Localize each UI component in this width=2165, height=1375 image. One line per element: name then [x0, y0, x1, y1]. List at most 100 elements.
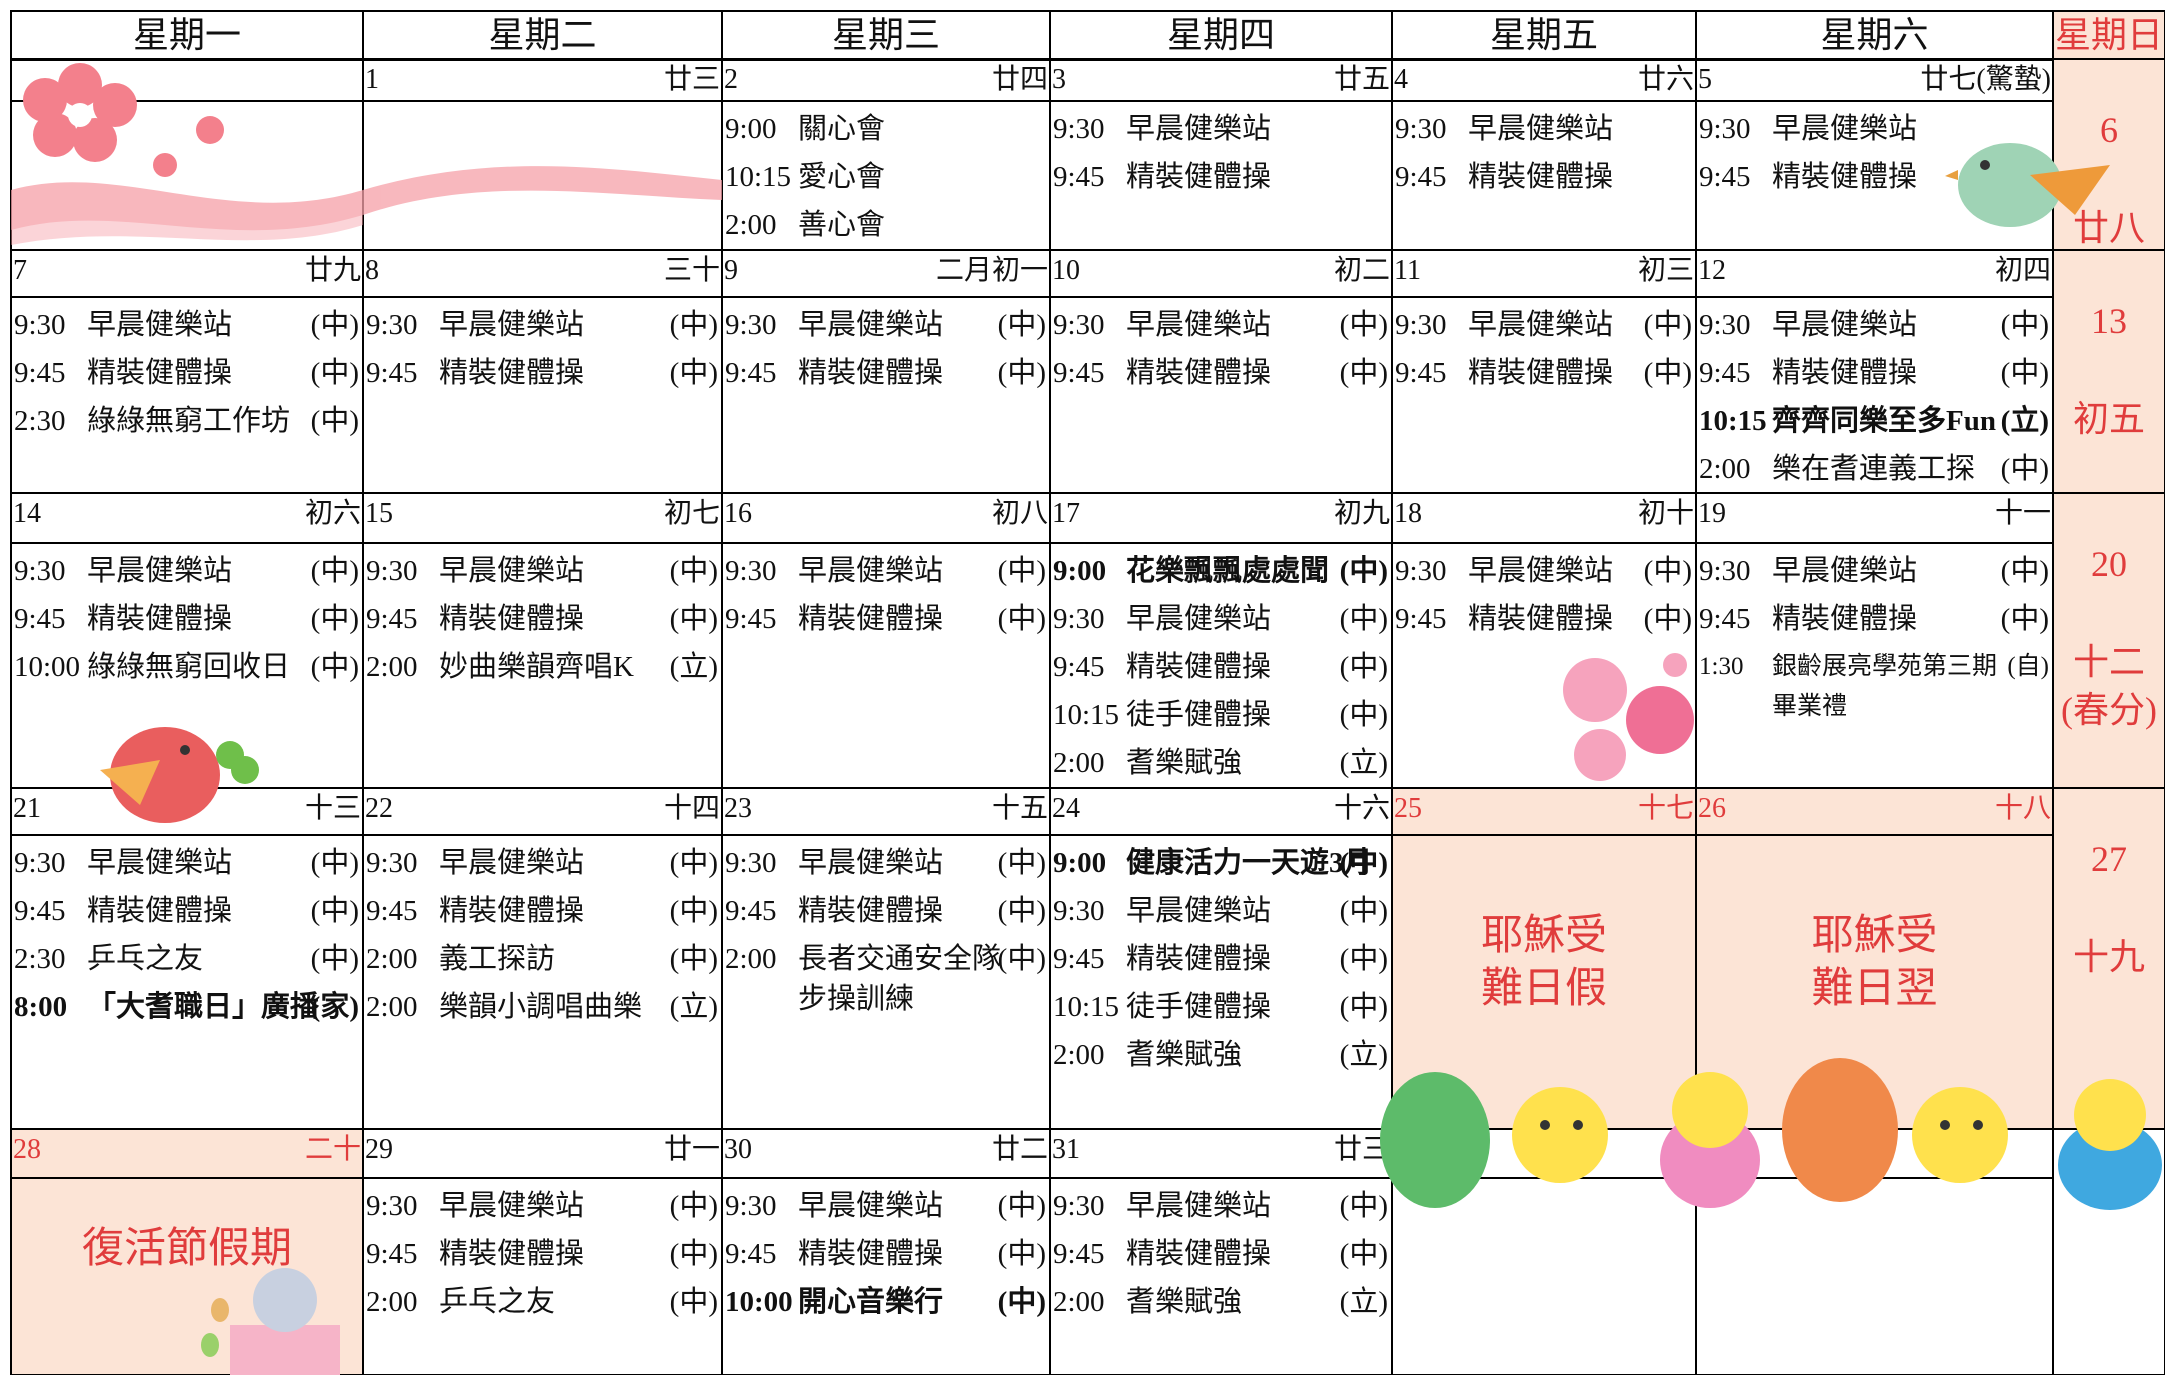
lunar: 廿三 — [1333, 1134, 1390, 1165]
event-name: 愛心會 — [798, 161, 886, 193]
date: 17 — [1052, 498, 1080, 529]
event-name: 精裝健體操 — [1468, 603, 1614, 635]
event-tag: (中) — [997, 1238, 1046, 1270]
event-tag: (中) — [669, 1286, 718, 1318]
event-tag: (中) — [310, 847, 359, 879]
sunday-term: (春分) — [2061, 690, 2157, 730]
lunar: 十四 — [663, 793, 720, 824]
date: 12 — [1698, 255, 1726, 286]
event-name: 精裝健體操 — [798, 1238, 944, 1270]
event-name: 早晨健樂站 — [1468, 309, 1614, 341]
date: 23 — [724, 793, 752, 824]
event-area — [1391, 1177, 1697, 1375]
date-row — [1695, 787, 2054, 836]
event-time: 9:45 — [14, 895, 66, 927]
event-tag: (立) — [2000, 405, 2049, 437]
lunar: 十五 — [991, 793, 1048, 824]
event-area — [10, 1177, 364, 1375]
event-name: 精裝健體操 — [87, 895, 233, 927]
event-tag: (中) — [997, 309, 1046, 341]
lunar: 十六 — [1333, 793, 1390, 824]
event-name: 樂在耆連義工探 — [1772, 453, 1976, 485]
date: 1 — [365, 64, 379, 95]
event-area — [10, 100, 364, 251]
date-row — [1391, 787, 1697, 836]
event-name: 精裝健體操 — [1126, 651, 1272, 683]
event-name: 精裝健體操 — [1126, 1238, 1272, 1270]
event-tag: (中) — [997, 1190, 1046, 1222]
sunday-lunar: 初五 — [2072, 399, 2145, 439]
date-row — [1391, 1128, 1697, 1179]
event-time: 10:00 — [14, 651, 81, 683]
event-time: 9:30 — [14, 309, 66, 341]
lunar: 廿六 — [1637, 64, 1694, 95]
event-time: 9:30 — [1395, 555, 1447, 587]
event-tag: (中) — [997, 1286, 1046, 1318]
date: 10 — [1052, 255, 1080, 286]
event-tag: (中) — [1339, 651, 1388, 683]
lunar: 廿五 — [1333, 64, 1390, 95]
event-time: 2:00 — [725, 209, 777, 241]
event-name: 精裝健體操 — [87, 603, 233, 635]
event-time: 10:15 — [725, 161, 792, 193]
event-tag: (中) — [310, 895, 359, 927]
event-tag: (中) — [1643, 357, 1692, 389]
event-name: 善心會 — [798, 209, 886, 241]
event-tag: (中) — [2000, 309, 2049, 341]
event-tag: (中) — [669, 357, 718, 389]
event-time: 9:30 — [366, 555, 418, 587]
event-tag: (中) — [1339, 309, 1388, 341]
event-time: 9:45 — [366, 357, 418, 389]
event-name: 精裝健體操 — [1126, 357, 1272, 389]
event-tag: (中) — [669, 1238, 718, 1270]
event-tag: (中) — [1339, 895, 1388, 927]
event-time: 10:15 — [1053, 991, 1120, 1023]
event-name: 早晨健樂站 — [1468, 555, 1614, 587]
event-tag: (中) — [997, 603, 1046, 635]
event-time: 9:45 — [1699, 161, 1751, 193]
event-tag: (中) — [2000, 603, 2049, 635]
event-name: 精裝健體操 — [1772, 603, 1918, 635]
event-tag: (中) — [310, 357, 359, 389]
event-tag: (中) — [310, 603, 359, 635]
event-name: 精裝健體操 — [439, 603, 585, 635]
event-time: 9:45 — [1053, 161, 1105, 193]
event-name: 精裝健體操 — [1772, 161, 1918, 193]
event-tag: (中) — [1339, 357, 1388, 389]
event-name: 早晨健樂站 — [798, 555, 944, 587]
event-name: 健康活力一天遊3月 — [1126, 847, 1373, 879]
event-time: 2:00 — [366, 943, 418, 975]
event-tag: (中) — [669, 895, 718, 927]
event-time: 9:45 — [366, 1238, 418, 1270]
event-time: 9:45 — [725, 357, 777, 389]
event-time: 9:30 — [1053, 603, 1105, 635]
event-note: 步操訓練 — [798, 983, 915, 1015]
event-tag: (中) — [2000, 555, 2049, 587]
event-name: 精裝健體操 — [1772, 357, 1918, 389]
event-time: 9:30 — [725, 309, 777, 341]
event-time: 9:45 — [14, 603, 66, 635]
event-time: 9:45 — [1395, 357, 1447, 389]
sunday-lunar: 十二 — [2072, 642, 2145, 682]
event-time: 9:30 — [366, 1190, 418, 1222]
day-header: 星期五 — [1391, 10, 1697, 61]
lunar: 初二 — [1333, 255, 1390, 286]
lunar: 三十 — [663, 255, 720, 286]
event-time: 2:00 — [725, 943, 777, 975]
event-name: 早晨健樂站 — [87, 309, 233, 341]
event-name: 早晨健樂站 — [1126, 603, 1272, 635]
event-name: 精裝健體操 — [439, 895, 585, 927]
date-row — [10, 58, 364, 102]
event-time: 9:30 — [1053, 1190, 1105, 1222]
event-tag: (中) — [1339, 555, 1388, 587]
event-time: 9:30 — [1395, 309, 1447, 341]
date: 28 — [13, 1134, 41, 1165]
event-tag: (中) — [310, 309, 359, 341]
lunar: 廿一 — [663, 1134, 720, 1165]
date: 30 — [724, 1134, 752, 1165]
lunar: 初九 — [1333, 498, 1390, 529]
lunar: 二十 — [304, 1134, 361, 1165]
event-tag: (中) — [1643, 555, 1692, 587]
event-tag: (中) — [669, 1190, 718, 1222]
event-tag: (中) — [997, 357, 1046, 389]
